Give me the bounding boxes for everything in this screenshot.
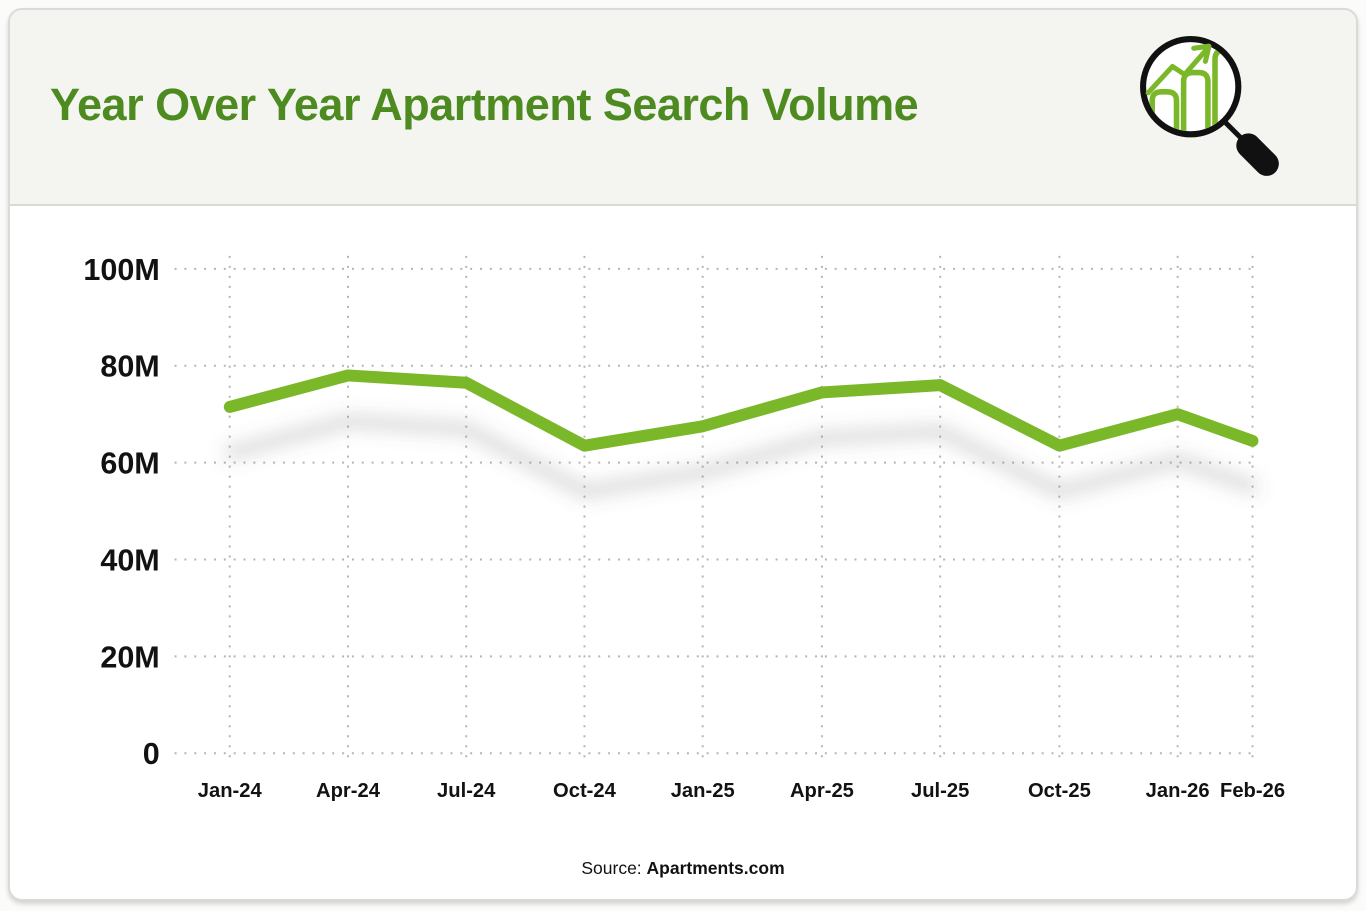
- chart-area: 100M 80M 60M 40M 20M 0 Jan-24 Apr-24 Jul-24 Oct-2…: [10, 206, 1356, 897]
- horizontal-gridlines: [174, 267, 1254, 755]
- y-axis-labels: 100M 80M 60M 40M 20M 0: [83, 252, 159, 772]
- source-name: Apartments.com: [646, 858, 785, 878]
- source-caption: Source: Apartments.com: [10, 858, 1356, 879]
- x-axis-tick: Oct-24: [553, 780, 617, 802]
- y-axis-tick: 20M: [100, 639, 159, 674]
- x-axis-tick: Jul-25: [911, 780, 969, 802]
- header: Year Over Year Apartment Search Volume: [10, 10, 1356, 206]
- x-axis-tick: Jan-26: [1146, 780, 1210, 802]
- x-axis-tick: Apr-25: [790, 780, 854, 802]
- source-label: Source:: [581, 858, 642, 878]
- y-axis-tick: 80M: [100, 349, 159, 384]
- infographic-card: Year Over Year Apartment Search Volume: [8, 8, 1358, 901]
- y-axis-tick: 0: [143, 736, 160, 771]
- trend-arrow-icon: [1145, 43, 1212, 96]
- series-line: [223, 369, 1259, 452]
- x-axis-tick: Oct-25: [1028, 780, 1091, 802]
- x-axis-tick: Jan-24: [198, 780, 263, 802]
- y-axis-tick: 100M: [83, 252, 159, 287]
- vertical-gridlines: [228, 255, 1254, 766]
- line-chart: 100M 80M 60M 40M 20M 0 Jan-24 Apr-24 Jul-24 Oct-2…: [83, 252, 1285, 802]
- y-axis-tick: 40M: [100, 542, 159, 577]
- magnifier-lens: [1140, 36, 1242, 138]
- x-axis-tick: Jul-24: [437, 780, 496, 802]
- magnifier-chart-icon: [1140, 36, 1279, 176]
- y-axis-tick: 60M: [100, 445, 159, 480]
- magnifier-handle: [1223, 120, 1279, 176]
- chart-title: Year Over Year Apartment Search Volume: [50, 78, 919, 130]
- x-axis-tick: Jan-25: [671, 780, 735, 802]
- x-axis-tick: Feb-26: [1220, 780, 1285, 802]
- x-axis-tick: Apr-24: [316, 780, 381, 802]
- x-axis-labels: Jan-24 Apr-24 Jul-24 Oct-24 Jan-25 Apr-25 Jul-…: [198, 780, 1285, 802]
